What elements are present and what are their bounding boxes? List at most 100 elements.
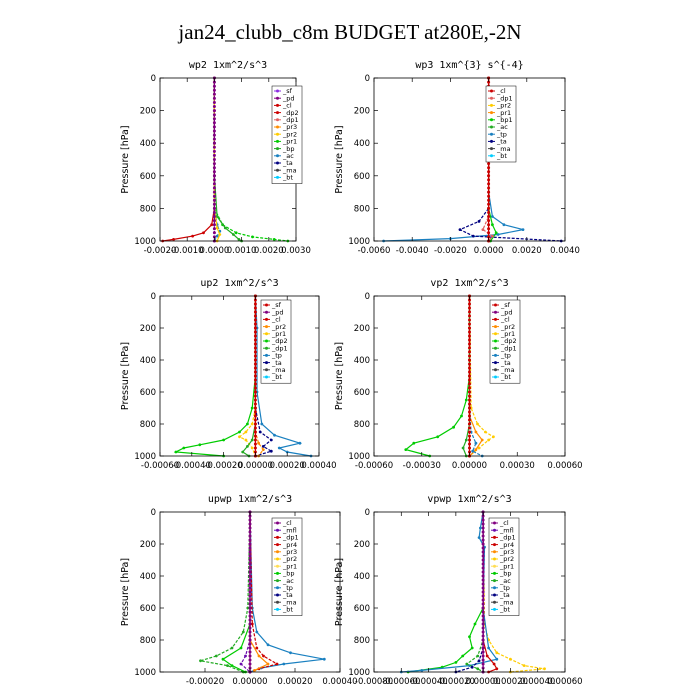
data-point [248,602,252,606]
panel-title: vp2 1xm^2/s^3 [430,278,508,289]
data-point [212,227,216,231]
data-point [487,182,491,186]
legend-marker [265,325,268,329]
data-point [481,650,485,654]
data-point [468,322,471,326]
data-point [248,534,252,538]
legend-entry: _cl [271,316,281,324]
series-line-dp2 [173,296,256,457]
data-point [212,178,216,182]
y-tick-label: 600 [354,388,370,398]
data-point [230,664,234,667]
data-point [487,215,491,218]
data-point [258,430,262,434]
y-tick-label: 200 [140,540,156,550]
legend-marker [276,535,279,539]
legend-entry: _bp [282,570,295,578]
data-point [481,566,485,570]
data-point [212,80,216,84]
data-point [468,664,471,667]
legend-marker [265,361,268,365]
legend-entry: _pr4 [499,541,514,549]
data-point [479,526,482,530]
data-point [253,314,257,318]
data-point [473,622,477,626]
data-point [468,370,471,374]
data-point [481,618,485,622]
legend-entry: _pr1 [282,562,297,570]
data-point [282,662,286,666]
data-point [253,386,257,390]
data-point [481,658,485,662]
data-point [248,598,252,602]
legend-marker [490,111,493,115]
data-point [248,606,252,610]
data-point [481,582,485,586]
x-tick-label: 0.00040 [520,677,555,687]
data-point [468,418,471,422]
data-point [237,238,241,241]
y-tick-label: 0 [365,292,370,302]
data-point [477,220,481,223]
data-point [248,662,252,666]
series-line-ac [200,511,251,673]
data-point [464,438,468,442]
data-point [481,558,485,562]
data-point [253,414,257,418]
data-point [468,310,471,314]
data-point [495,651,499,655]
legend-entry: _tp [500,352,511,360]
legend-marker [490,96,493,100]
data-point [494,231,498,235]
panel-title: up2 1xm^2/s^3 [200,278,278,289]
data-point [248,646,252,650]
legend-entry: _dp1 [496,94,513,102]
data-point [487,166,491,170]
data-point [248,542,252,546]
y-tick-label: 200 [354,107,370,117]
data-point [487,202,491,206]
y-tick-label: 1000 [348,237,370,247]
data-point [250,406,254,410]
legend-entry: _pd [282,94,295,102]
legend-entry: _tp [282,584,293,592]
data-point [248,530,252,534]
data-point [487,231,491,235]
panel-title: vpwp 1xm^2/s^3 [427,494,511,505]
legend-marker [494,317,497,321]
x-tick-label: 0.0000 [200,246,230,256]
y-tick-label: 0 [365,508,370,518]
data-point [481,550,485,554]
data-point [487,438,490,442]
data-point [239,646,243,650]
legend-marker [276,125,279,129]
data-point [468,406,471,410]
legend-entry: _dp1 [271,344,288,352]
data-point [481,586,485,590]
x-tick-label: 0.00000 [232,677,267,687]
legend-entry: _ta [282,159,293,167]
data-point [481,642,485,646]
legend-marker [276,118,279,122]
data-point [487,211,491,214]
x-tick-label: -0.00060 [141,461,179,471]
legend-entry: _sf [282,87,293,95]
data-point [257,441,260,445]
y-tick-label: 800 [354,420,370,430]
data-point [212,170,216,174]
data-point [248,574,252,578]
panel-title: wp3 1xm^{3} s^{-4} [415,60,523,71]
data-point [465,662,469,666]
data-point [461,654,465,658]
data-point [487,178,491,182]
legend-marker [265,310,268,314]
panel-title: wp2 1xm^2/s^3 [189,60,267,71]
data-point [248,590,252,594]
y-tick-label: 1000 [134,452,156,462]
legend-entry: _pr1 [496,109,511,117]
figure-title: jan24_clubb_c8m BUDGET at280E,-2N [178,20,522,44]
data-point [253,446,257,450]
legend: _sf_pd_cl_pr2_pr1_dp2_dp1_tp_ta_ma_bt [260,299,292,384]
data-point [248,638,252,642]
data-point [481,654,485,658]
